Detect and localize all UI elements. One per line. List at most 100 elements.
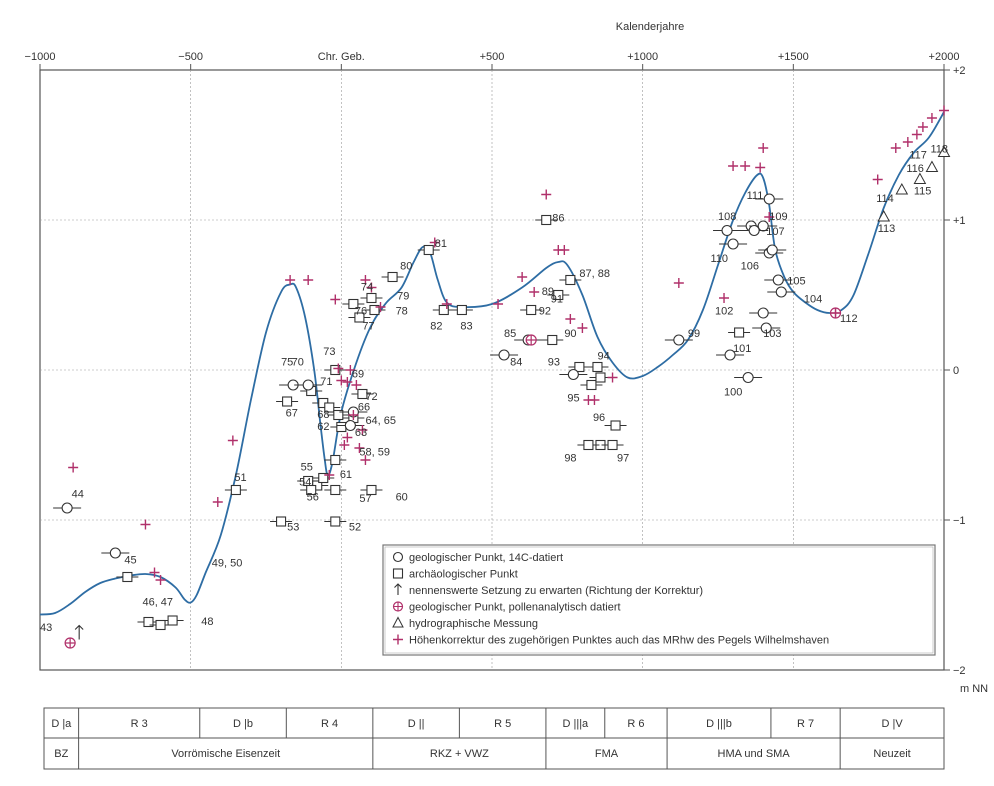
point-square [330,364,341,376]
point-plus [890,143,901,153]
point-label: 98 [564,453,576,465]
point-plus [360,275,371,285]
legend-label: hydrographische Messung [409,618,538,630]
point-label: 78 [396,306,408,318]
point-plus [577,323,588,333]
legend-pollen-cross-icon [393,602,403,611]
point-label: 104 [804,294,822,306]
point-label: 97 [617,453,629,465]
legend-box-shadow [384,546,934,654]
legend-label: archäologischer Punkt [409,569,518,581]
period-top-label: R 5 [494,718,511,730]
point-label: 71 [320,376,332,388]
period-table: D |a R 3 D |b R 4 D || R 5 D |||a R 6 D |||b R 7 D… [43,707,945,770]
y-tick-label: −2 [953,665,966,677]
point-square [324,402,335,413]
point-square [336,421,347,433]
point-label: 115 [914,186,932,198]
legend-arrow-icon [394,583,402,595]
x-tick-label: +1500 [778,51,809,63]
period-top-label: R 6 [627,718,644,730]
point-label: 118 [930,144,948,156]
point-label: 117 [909,150,927,162]
point-label: 89 [542,286,554,298]
period-top-label: D |a [51,718,72,730]
point-label: 60 [396,492,408,504]
point-circle [766,244,778,256]
point-square [541,214,552,226]
point-plus [719,293,730,303]
point-label: 73 [323,346,335,358]
point-triangle [937,145,951,157]
point-plus [517,272,528,282]
legend-label: nennenswerte Setzung zu erwarten (Richtu… [409,585,703,597]
point-plus [926,113,937,123]
point-label: 64, 65 [365,415,396,427]
point-plus [559,245,570,255]
point-label: 76 [355,306,367,318]
legend-label: geologischer Punkt, pollenanalytisch dat… [409,602,621,614]
point-label: 103 [763,328,781,340]
y-ticks: +2 +1 0 −1 −2 [944,65,966,677]
point-square [526,304,537,316]
point-square [586,379,597,391]
point-square [734,327,745,338]
point-square [366,484,377,496]
point-label: 105 [787,276,805,288]
point-plus [740,161,751,171]
point-label: 66 [358,402,370,414]
point-plus [303,275,314,285]
point-triangle [895,182,909,195]
period-bottom-label: BZ [54,748,68,760]
legend-circle-icon [392,551,404,563]
point-triangle [877,209,891,222]
point-label: 84 [510,357,522,369]
point-pollen-cross [65,638,76,648]
point-circle [109,547,121,559]
point-label: 99 [688,328,700,340]
point-label: 57 [359,493,371,505]
point-plus [529,287,540,297]
point-label: 107 [766,226,784,238]
point-label: 53 [287,522,299,534]
point-square [610,420,621,431]
point-circle [775,286,787,298]
point-label: 82 [430,321,442,333]
point-square [333,409,344,421]
x-ticks: −1000 −500 Chr. Geb. +500 +1000 +1500 +2000 [25,51,959,70]
point-plus [493,299,504,309]
point-arrow [74,624,84,640]
point-plus [333,363,344,374]
point-circle [498,349,510,361]
point-label: 49, 50 [212,558,243,570]
point-plus [872,174,883,185]
point-plus [149,567,160,578]
point-plus [673,278,684,288]
point-label: 114 [876,193,894,205]
period-top-label: D |b [233,718,253,730]
point-label: 61 [340,469,352,481]
period-top-label: D |||a [562,718,589,730]
point-label: 75 [281,357,293,369]
point-circle [721,224,733,237]
point-square [282,396,293,407]
point-circle [760,322,772,334]
point-square [387,271,398,283]
point-circle [61,502,73,514]
point-square [318,472,329,484]
point-label: 93 [548,357,560,369]
point-plus [565,314,576,324]
point-plus [285,275,296,285]
point-label: 112 [840,313,858,325]
point-plus [339,440,350,450]
point-label: 106 [741,261,759,273]
point-square [547,334,558,346]
point-square [354,312,365,323]
point-square [423,244,434,256]
point-plus [830,308,841,318]
point-plus [360,455,371,465]
point-label: 43 [40,622,52,634]
point-square [276,516,287,527]
